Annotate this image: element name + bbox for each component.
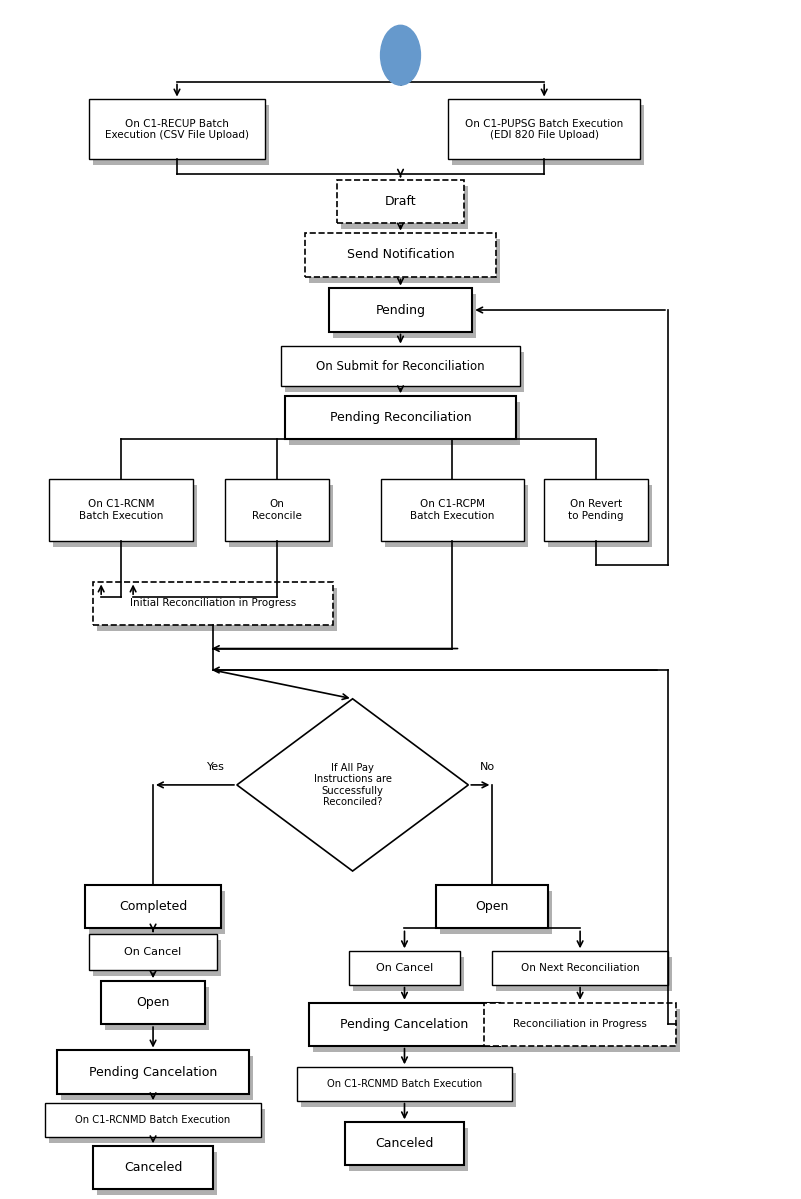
Polygon shape bbox=[237, 699, 469, 870]
Text: On Cancel: On Cancel bbox=[376, 963, 433, 972]
FancyBboxPatch shape bbox=[89, 100, 265, 159]
FancyBboxPatch shape bbox=[489, 1008, 680, 1052]
FancyBboxPatch shape bbox=[50, 478, 193, 541]
Text: Canceled: Canceled bbox=[124, 1161, 183, 1174]
FancyBboxPatch shape bbox=[308, 240, 501, 283]
Text: On Submit for Reconciliation: On Submit for Reconciliation bbox=[316, 360, 485, 373]
FancyBboxPatch shape bbox=[453, 106, 644, 165]
Text: On C1-RECUP Batch
Execution (CSV File Upload): On C1-RECUP Batch Execution (CSV File Up… bbox=[105, 119, 249, 140]
Text: Reconciliation in Progress: Reconciliation in Progress bbox=[513, 1019, 647, 1029]
FancyBboxPatch shape bbox=[348, 951, 461, 984]
Text: Draft: Draft bbox=[384, 194, 417, 207]
Text: On
Reconcile: On Reconcile bbox=[252, 499, 302, 520]
Text: On C1-RCPM
Batch Execution: On C1-RCPM Batch Execution bbox=[410, 499, 494, 520]
Text: Yes: Yes bbox=[207, 763, 225, 772]
FancyBboxPatch shape bbox=[101, 981, 205, 1024]
Text: Open: Open bbox=[136, 996, 170, 1010]
FancyBboxPatch shape bbox=[54, 484, 197, 547]
Text: On Next Reconciliation: On Next Reconciliation bbox=[521, 963, 639, 972]
FancyBboxPatch shape bbox=[344, 1122, 465, 1165]
FancyBboxPatch shape bbox=[304, 234, 497, 277]
FancyBboxPatch shape bbox=[332, 295, 477, 338]
FancyBboxPatch shape bbox=[384, 484, 528, 547]
FancyBboxPatch shape bbox=[281, 347, 520, 386]
FancyBboxPatch shape bbox=[57, 1050, 249, 1093]
Text: No: No bbox=[481, 763, 496, 772]
Text: On C1-RCNMD Batch Execution: On C1-RCNMD Batch Execution bbox=[327, 1079, 482, 1089]
FancyBboxPatch shape bbox=[437, 885, 548, 928]
Text: On C1-RCNMD Batch Execution: On C1-RCNMD Batch Execution bbox=[75, 1115, 231, 1125]
Text: Pending Reconciliation: Pending Reconciliation bbox=[330, 411, 471, 424]
FancyBboxPatch shape bbox=[97, 1152, 217, 1195]
Text: On C1-RCNM
Batch Execution: On C1-RCNM Batch Execution bbox=[79, 499, 163, 520]
FancyBboxPatch shape bbox=[348, 1128, 469, 1171]
FancyBboxPatch shape bbox=[328, 289, 473, 332]
FancyBboxPatch shape bbox=[296, 1067, 513, 1101]
FancyBboxPatch shape bbox=[93, 106, 269, 165]
FancyBboxPatch shape bbox=[105, 987, 209, 1030]
Text: On C1-PUPSG Batch Execution
(EDI 820 File Upload): On C1-PUPSG Batch Execution (EDI 820 Fil… bbox=[465, 119, 623, 140]
FancyBboxPatch shape bbox=[97, 588, 336, 631]
Text: Send Notification: Send Notification bbox=[347, 248, 454, 261]
FancyBboxPatch shape bbox=[308, 1002, 501, 1046]
FancyBboxPatch shape bbox=[50, 1109, 265, 1143]
FancyBboxPatch shape bbox=[61, 1056, 253, 1099]
FancyBboxPatch shape bbox=[340, 186, 469, 229]
FancyBboxPatch shape bbox=[352, 957, 465, 990]
FancyBboxPatch shape bbox=[285, 353, 524, 392]
FancyBboxPatch shape bbox=[493, 951, 668, 984]
FancyBboxPatch shape bbox=[449, 100, 640, 159]
FancyBboxPatch shape bbox=[485, 1002, 676, 1046]
FancyBboxPatch shape bbox=[46, 1103, 261, 1137]
FancyBboxPatch shape bbox=[548, 484, 652, 547]
FancyBboxPatch shape bbox=[89, 934, 217, 970]
Text: On Cancel: On Cancel bbox=[124, 947, 182, 957]
FancyBboxPatch shape bbox=[544, 478, 648, 541]
Text: Pending: Pending bbox=[376, 303, 425, 317]
Circle shape bbox=[380, 25, 421, 85]
FancyBboxPatch shape bbox=[225, 478, 328, 541]
FancyBboxPatch shape bbox=[285, 396, 516, 439]
FancyBboxPatch shape bbox=[312, 1008, 505, 1052]
FancyBboxPatch shape bbox=[229, 484, 332, 547]
Text: Canceled: Canceled bbox=[376, 1138, 433, 1150]
FancyBboxPatch shape bbox=[93, 582, 332, 625]
Text: Open: Open bbox=[476, 900, 509, 914]
FancyBboxPatch shape bbox=[288, 402, 520, 445]
Text: Pending Cancelation: Pending Cancelation bbox=[89, 1066, 217, 1079]
Text: Completed: Completed bbox=[119, 900, 187, 914]
FancyBboxPatch shape bbox=[380, 478, 524, 541]
FancyBboxPatch shape bbox=[85, 885, 221, 928]
FancyBboxPatch shape bbox=[441, 891, 552, 934]
FancyBboxPatch shape bbox=[336, 180, 465, 223]
FancyBboxPatch shape bbox=[93, 940, 221, 976]
Text: Initial Reconciliation in Progress: Initial Reconciliation in Progress bbox=[130, 598, 296, 608]
Text: Pending Cancelation: Pending Cancelation bbox=[340, 1018, 469, 1031]
Text: On Revert
to Pending: On Revert to Pending bbox=[569, 499, 624, 520]
FancyBboxPatch shape bbox=[89, 891, 225, 934]
FancyBboxPatch shape bbox=[497, 957, 672, 990]
Text: If All Pay
Instructions are
Successfully
Reconciled?: If All Pay Instructions are Successfully… bbox=[314, 763, 392, 807]
FancyBboxPatch shape bbox=[93, 1146, 213, 1189]
FancyBboxPatch shape bbox=[300, 1073, 516, 1107]
